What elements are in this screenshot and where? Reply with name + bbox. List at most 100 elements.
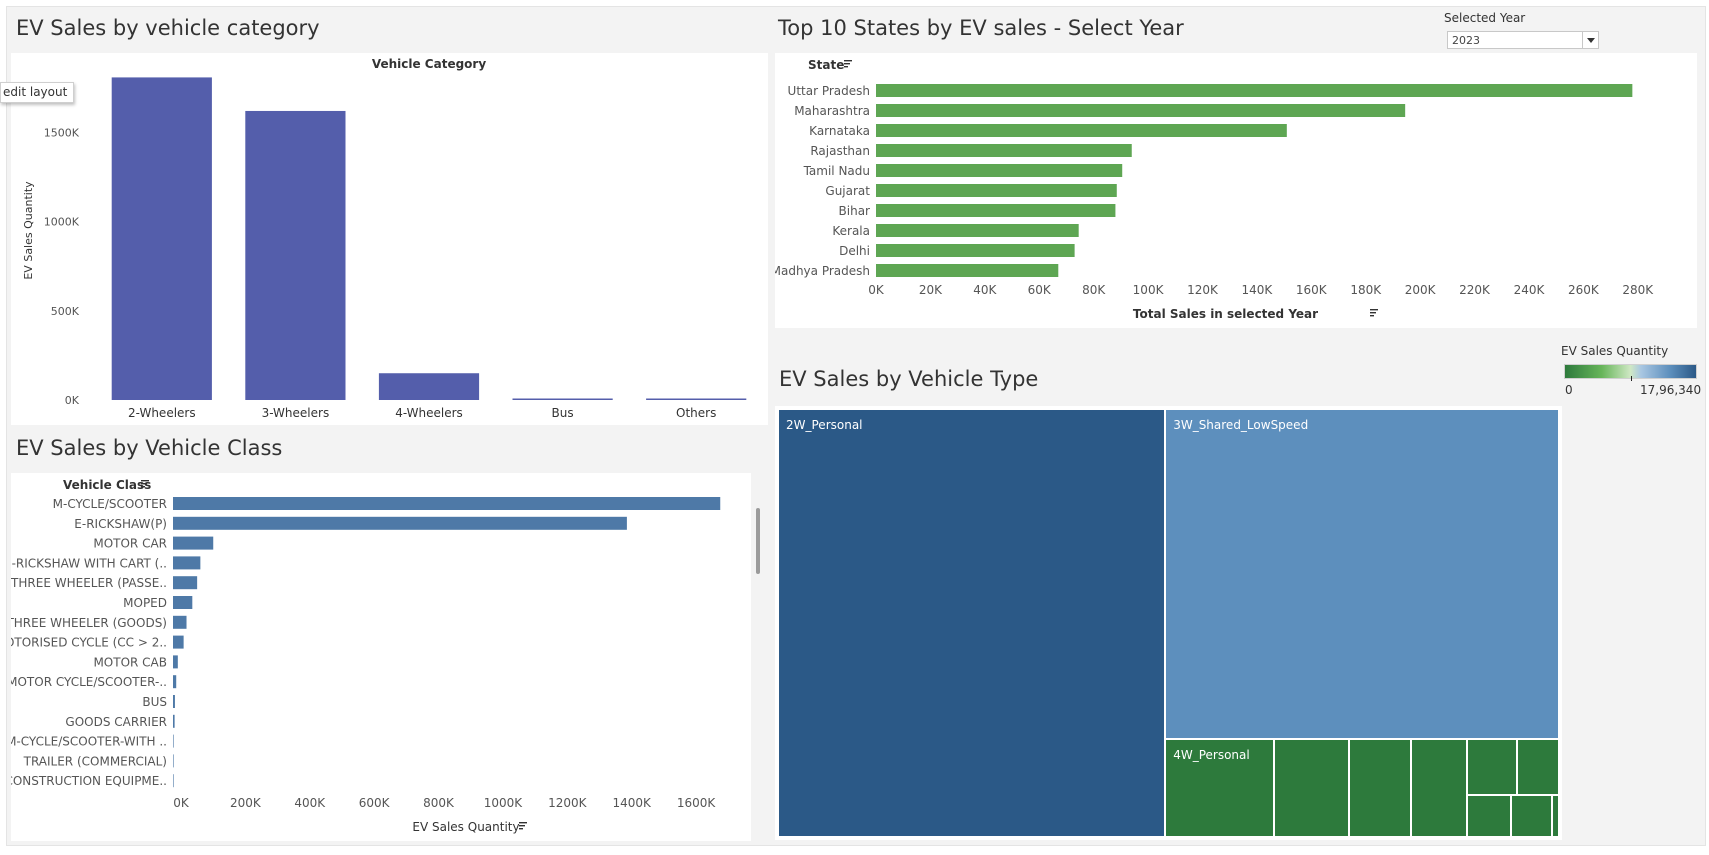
x-tick-label: 100K xyxy=(1133,283,1165,297)
bar-maharashtra xyxy=(876,104,1406,117)
bar-3-wheelers xyxy=(245,110,346,401)
x-tick-label: 200K xyxy=(230,796,262,810)
bar-class-6 xyxy=(173,615,187,629)
x-tick-label: 20K xyxy=(919,283,943,297)
x-tick-label: 0K xyxy=(868,283,885,297)
class-label: E-RICKSHAW WITH CART (.. xyxy=(11,556,167,570)
year-filter-dropdown[interactable]: 2023 xyxy=(1447,31,1599,49)
state-row-header: State xyxy=(808,58,844,72)
category-chart-panel: Vehicle Category EV Sales Quantity 0K 500K 1… xyxy=(11,53,768,425)
x-tick-label: 120K xyxy=(1187,283,1219,297)
legend-color-ramp xyxy=(1564,364,1697,379)
treemap-cell-4w-personal[interactable]: 4W_Personal xyxy=(1165,739,1274,837)
state-label: Gujarat xyxy=(825,184,870,198)
state-label: Karnataka xyxy=(809,124,870,138)
state-label: Tamil Nadu xyxy=(803,164,870,178)
bar-class-3 xyxy=(173,556,201,570)
x-tick-label: 180K xyxy=(1350,283,1382,297)
x-tick-label: 260K xyxy=(1568,283,1600,297)
class-label: GOODS CARRIER xyxy=(65,715,167,729)
bar-class-7 xyxy=(173,635,184,649)
treemap-cell-7[interactable] xyxy=(1517,739,1559,795)
treemap-cell-6[interactable] xyxy=(1467,739,1518,795)
bar-rajasthan xyxy=(876,144,1132,157)
x-axis-label: EV Sales Quantity xyxy=(412,820,519,834)
class-label: MOTOR CYCLE/SCOOTER-.. xyxy=(11,675,167,689)
x-tick-label: Others xyxy=(676,406,716,420)
class-label: E-RICKSHAW(P) xyxy=(74,517,167,531)
y-tick-label: 1500K xyxy=(44,126,80,139)
state-label: Rajasthan xyxy=(810,144,870,158)
x-tick-label: 60K xyxy=(1028,283,1052,297)
legend-max-label: 17,96,340 xyxy=(1640,383,1702,397)
edit-layout-tooltip[interactable]: edit layout xyxy=(0,82,75,103)
class-label: THREE WHEELER (PASSE.. xyxy=(11,576,167,590)
treemap-cell-5[interactable] xyxy=(1410,739,1468,837)
treemap-label: 3W_Shared_LowSpeed xyxy=(1173,418,1309,432)
bar-class-10 xyxy=(173,695,175,708)
class-label: THREE WHEELER (GOODS) xyxy=(11,616,167,630)
class-label: MOPED xyxy=(123,596,167,610)
state-label: Delhi xyxy=(839,244,870,258)
category-chart-title: EV Sales by vehicle category xyxy=(16,16,320,40)
bar-class-13 xyxy=(173,754,174,768)
bar-class-4 xyxy=(173,576,198,590)
x-tick-label: 400K xyxy=(294,796,326,810)
bar-class-0 xyxy=(173,497,721,510)
treemap-cell-3[interactable] xyxy=(1273,739,1350,837)
bar-gujarat xyxy=(876,184,1117,197)
year-filter-label: Selected Year xyxy=(1444,11,1526,25)
type-treemap: 2W_Personal 3W_Shared_LowSpeed 4W_Personal xyxy=(778,409,1559,837)
treemap-cell-9[interactable] xyxy=(1511,794,1553,837)
x-tick-label: 800K xyxy=(423,796,455,810)
treemap-cell-2w-personal[interactable]: 2W_Personal xyxy=(778,409,1166,837)
sort-icon xyxy=(844,60,852,68)
x-tick-label: 1600K xyxy=(677,796,717,810)
x-tick-label: 1000K xyxy=(484,796,524,810)
class-bar-chart: Vehicle Class M-CYCLE/SCOOTER E-RICKSHAW(P… xyxy=(0,478,721,834)
type-chart-panel: 2W_Personal 3W_Shared_LowSpeed 4W_Personal xyxy=(775,406,1562,840)
x-tick-label: 160K xyxy=(1296,283,1328,297)
category-axis-header: Vehicle Category xyxy=(372,57,487,71)
class-row-header: Vehicle Class xyxy=(63,478,151,492)
bar-bus xyxy=(512,398,613,400)
x-axis-label: Total Sales in selected Year xyxy=(1133,307,1318,321)
bar-madhya-pradesh xyxy=(876,264,1059,277)
bar-class-11 xyxy=(173,714,175,728)
class-label: BUS xyxy=(142,695,167,709)
class-label: M-CYCLE/SCOOTER-WITH .. xyxy=(11,735,167,749)
class-label: MOTORISED CYCLE (CC > 2.. xyxy=(11,636,167,650)
sort-icon xyxy=(1370,309,1378,317)
treemap-cell-8[interactable] xyxy=(1467,794,1511,837)
x-tick-label: 2-Wheelers xyxy=(128,406,196,420)
treemap-cell-10[interactable] xyxy=(1552,794,1559,837)
bar-karnataka xyxy=(876,124,1287,137)
bar-2-wheelers xyxy=(111,77,212,400)
bar-class-1 xyxy=(173,516,627,530)
class-label: M-CYCLE/SCOOTER xyxy=(53,497,167,511)
bar-class-12 xyxy=(173,734,174,748)
bar-class-5 xyxy=(173,596,193,609)
treemap-cell-3w-shared-lowspeed[interactable]: 3W_Shared_LowSpeed xyxy=(1165,409,1559,740)
class-chart-scrollbar[interactable] xyxy=(756,508,760,574)
y-axis-label: EV Sales Quantity xyxy=(22,181,35,280)
y-tick-label: 500K xyxy=(51,305,80,318)
states-chart-title: Top 10 States by EV sales - Select Year xyxy=(778,16,1184,40)
treemap-cell-4[interactable] xyxy=(1349,739,1411,837)
bar-class-9 xyxy=(173,675,177,689)
state-label: Madhya Pradesh xyxy=(775,264,870,278)
class-label: CONSTRUCTION EQUIPME.. xyxy=(11,774,167,788)
state-label: Kerala xyxy=(832,224,870,238)
treemap-label: 4W_Personal xyxy=(1173,748,1250,763)
class-label: MOTOR CAB xyxy=(93,655,167,669)
state-label: Uttar Pradesh xyxy=(788,84,870,98)
state-label: Maharashtra xyxy=(794,104,870,118)
bar-class-8 xyxy=(173,655,178,669)
x-tick-label: 140K xyxy=(1242,283,1274,297)
x-tick-label: 220K xyxy=(1459,283,1491,297)
x-tick-label: 80K xyxy=(1082,283,1106,297)
chevron-down-icon[interactable] xyxy=(1582,32,1598,48)
class-label: TRAILER (COMMERCIAL) xyxy=(23,754,167,768)
state-label: Bihar xyxy=(839,204,871,218)
sort-icon xyxy=(141,480,149,488)
